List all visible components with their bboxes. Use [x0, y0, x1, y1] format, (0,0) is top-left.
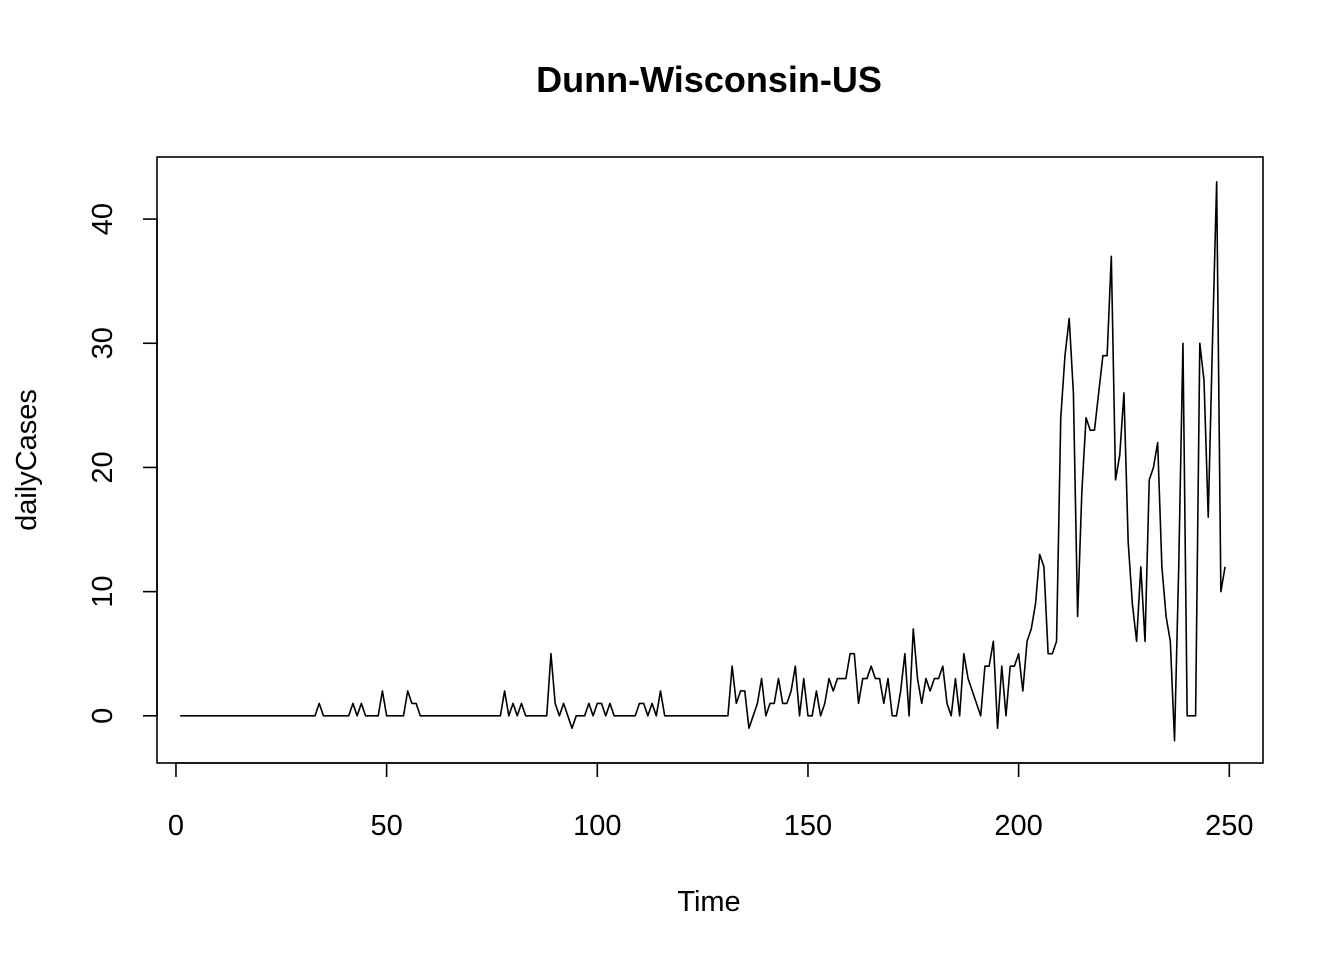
x-axis: 0 50 100 150 200 250 — [168, 762, 1253, 842]
y-axis: 0 10 20 30 40 — [87, 203, 158, 724]
x-tick-label: 200 — [994, 810, 1042, 842]
y-tick-label: 0 — [87, 708, 119, 724]
series-line-daily-cases — [180, 181, 1226, 742]
x-tick-label: 150 — [784, 810, 832, 842]
x-tick-label: 250 — [1205, 810, 1253, 842]
y-tick-label: 10 — [87, 575, 119, 607]
x-axis-label: Time — [677, 886, 740, 918]
y-tick-label: 20 — [87, 451, 119, 483]
x-tick-label: 100 — [573, 810, 621, 842]
y-tick-label: 40 — [87, 203, 119, 235]
x-tick-label: 0 — [168, 810, 184, 842]
y-axis-label: dailyCases — [11, 389, 43, 531]
y-tick-label: 30 — [87, 327, 119, 359]
chart-title: Dunn-Wisconsin-US — [536, 59, 882, 100]
x-tick-label: 50 — [370, 810, 402, 842]
plot-frame — [156, 156, 1264, 764]
